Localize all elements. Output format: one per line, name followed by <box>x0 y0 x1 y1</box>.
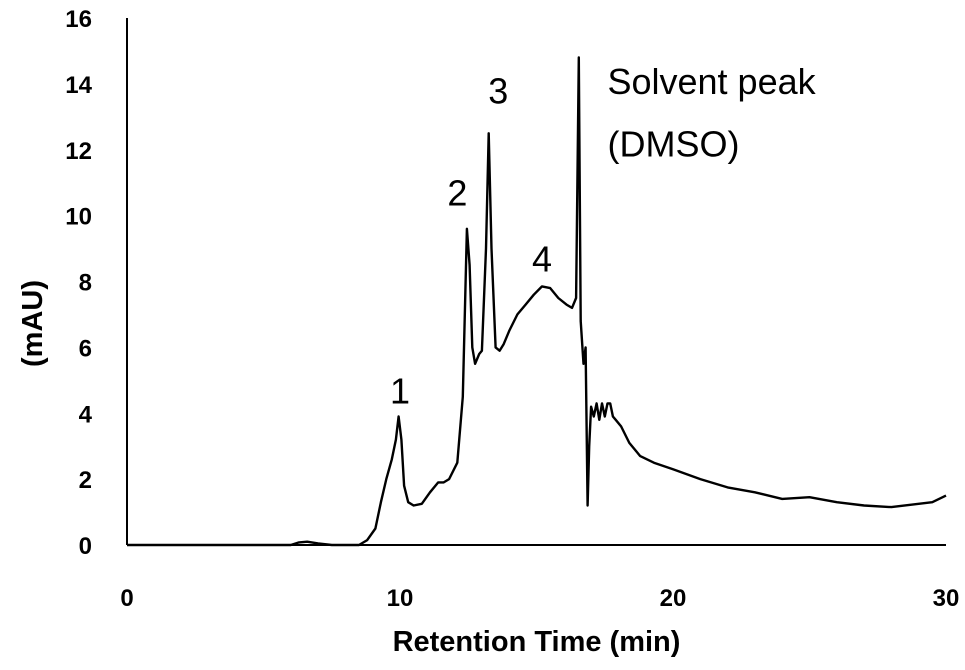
peak-label: 4 <box>532 239 552 280</box>
y-tick-label: 8 <box>79 270 92 297</box>
y-tick-label: 6 <box>79 335 92 362</box>
peak-label: (DMSO) <box>607 123 739 164</box>
y-tick-label: 4 <box>79 401 93 428</box>
x-axis-ticks: 0 10 20 30 <box>120 585 959 612</box>
peak-label: Solvent peak <box>607 61 816 102</box>
y-axis-title: (mAU) <box>17 280 49 367</box>
y-tick-label: 10 <box>65 204 92 231</box>
y-tick-label: 14 <box>65 72 92 99</box>
peak-label: 1 <box>390 370 410 411</box>
y-tick-label: 16 <box>65 6 92 33</box>
x-tick-label: 10 <box>387 585 414 612</box>
x-axis-title: Retention Time (min) <box>393 626 681 658</box>
peak-annotations: 1 2 3 4 Solvent peak (DMSO) <box>390 61 817 412</box>
y-tick-label: 0 <box>79 533 92 560</box>
x-tick-label: 20 <box>660 585 687 612</box>
y-tick-label: 12 <box>65 138 92 165</box>
x-tick-label: 0 <box>120 585 133 612</box>
y-tick-label: 2 <box>79 467 92 494</box>
peak-label: 2 <box>447 173 467 214</box>
y-axis-ticks: 0 2 4 6 8 10 12 14 16 <box>65 6 92 560</box>
chromatogram-trace <box>127 56 947 547</box>
peak-label: 3 <box>488 71 508 112</box>
x-tick-label: 30 <box>933 585 960 612</box>
